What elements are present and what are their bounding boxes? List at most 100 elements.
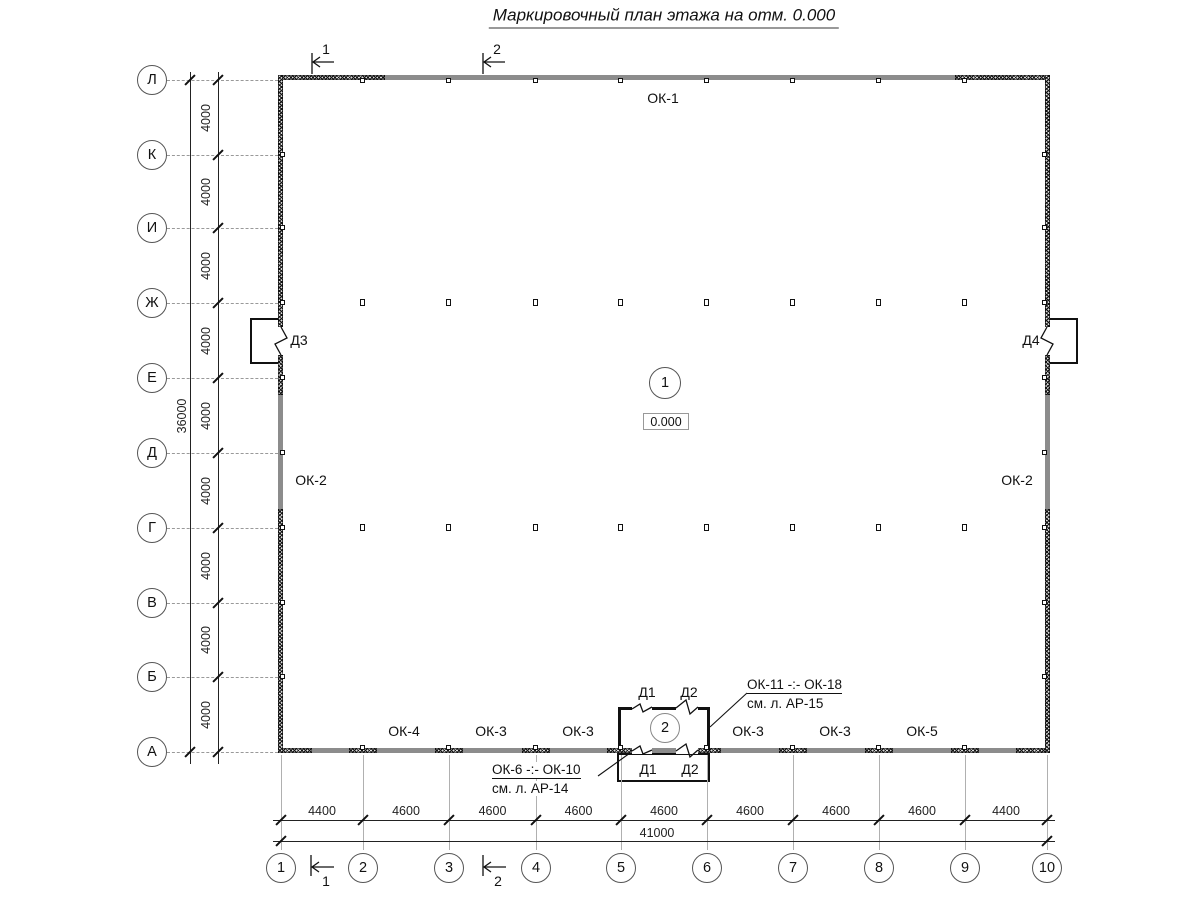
- grid-row-bubble-Б: Б: [137, 662, 167, 692]
- dim-col-span: 4400: [308, 804, 336, 818]
- window-label-bottom: ОК-4: [388, 723, 420, 739]
- interior-column: [446, 299, 451, 306]
- wall-hatch: [1045, 509, 1050, 753]
- wall-hatch: [951, 748, 979, 753]
- dim-col-span: 4600: [822, 804, 850, 818]
- door-label-d2-top: Д2: [680, 684, 698, 700]
- grid-col-bubble-3: 3: [434, 853, 464, 883]
- pilaster: [280, 152, 285, 157]
- dim-row-span: 4000: [199, 326, 213, 355]
- wall-right: [1045, 75, 1050, 753]
- pilaster: [533, 745, 538, 750]
- wall-hatch: [1045, 355, 1050, 395]
- pilaster: [280, 225, 285, 230]
- section-mark-2-top: 2: [493, 41, 501, 57]
- dim-row-span: 4000: [199, 401, 213, 430]
- wall-hatch: [522, 748, 550, 753]
- grid-axis-line: [167, 752, 278, 753]
- dim-line-bottom-chain: [273, 820, 1055, 821]
- interior-column: [876, 524, 881, 531]
- window-label-bottom: ОК-5: [906, 723, 938, 739]
- wall-hatch: [435, 748, 463, 753]
- grid-col-bubble-10: 10: [1032, 853, 1062, 883]
- grid-col-bubble-2: 2: [348, 853, 378, 883]
- dim-col-span: 4600: [478, 804, 507, 818]
- vestibule-wall-right: [707, 707, 710, 750]
- dim-row-span: 4000: [199, 476, 213, 505]
- door-label-d1-bottom: Д1: [639, 761, 657, 777]
- wall-hatch: [278, 509, 283, 753]
- pilaster: [446, 78, 451, 83]
- section-mark-1-bottom: 1: [322, 873, 330, 889]
- vestibule-wall-left: [618, 707, 621, 750]
- grid-extension-line: [536, 755, 537, 850]
- grid-extension-line: [363, 755, 364, 850]
- window-label-ok2-left: ОК-2: [295, 472, 327, 488]
- interior-column: [704, 299, 709, 306]
- vestibule-number-badge: 2: [650, 713, 680, 743]
- grid-row-bubble-В: В: [137, 588, 167, 618]
- dim-line-bottom-total: [273, 841, 1055, 842]
- pilaster: [704, 745, 709, 750]
- wall-hatch: [693, 748, 721, 753]
- interior-column: [790, 524, 795, 531]
- grid-axis-line: [167, 303, 278, 304]
- interior-column: [533, 299, 538, 306]
- door-opening-d3: [276, 327, 285, 355]
- interior-column: [790, 299, 795, 306]
- dim-col-span: 4600: [908, 804, 936, 818]
- grid-extension-line: [621, 755, 622, 850]
- grid-axis-line: [167, 80, 278, 81]
- dim-row-span: 4000: [199, 103, 213, 132]
- wall-hatch: [1045, 75, 1050, 327]
- pilaster: [962, 78, 967, 83]
- dim-col-span: 4600: [736, 804, 764, 818]
- interior-column: [618, 299, 623, 306]
- door-opening-d1: [632, 747, 652, 754]
- grid-col-bubble-8: 8: [864, 853, 894, 883]
- grid-col-bubble-7: 7: [778, 853, 808, 883]
- vestibule-wall-top: [618, 707, 632, 710]
- pilaster: [704, 78, 709, 83]
- pilaster: [1042, 152, 1047, 157]
- pilaster: [533, 78, 538, 83]
- interior-column: [704, 524, 709, 531]
- pilaster: [618, 745, 623, 750]
- room-number: 1: [660, 375, 670, 391]
- wall-hatch: [607, 748, 635, 753]
- grid-row-bubble-И: И: [137, 213, 167, 243]
- grid-axis-line: [167, 603, 278, 604]
- wall-top: [278, 75, 1050, 80]
- wall-hatch: [349, 748, 377, 753]
- vestibule-wall-top: [698, 707, 710, 710]
- door-label-d1-top: Д1: [638, 684, 656, 700]
- grid-row-bubble-А: А: [137, 737, 167, 767]
- pilaster: [618, 78, 623, 83]
- interior-column: [618, 524, 623, 531]
- dim-col-span: 4600: [650, 804, 678, 818]
- pilaster: [1042, 450, 1047, 455]
- door-label-d3: Д3: [290, 332, 308, 348]
- door-opening-d4: [1043, 327, 1052, 355]
- grid-extension-line: [281, 755, 282, 850]
- dim-total-left: 36000: [175, 398, 189, 434]
- pilaster: [360, 78, 365, 83]
- section-mark-2-bottom: 2: [494, 873, 502, 889]
- wall-hatch: [1016, 748, 1050, 753]
- wall-left: [278, 75, 283, 753]
- grid-row-bubble-К: К: [137, 140, 167, 170]
- grid-axis-line: [167, 378, 278, 379]
- drawing-title: Маркировочный план этажа на отм. 0.000: [488, 6, 840, 29]
- pilaster: [446, 745, 451, 750]
- grid-extension-line: [793, 755, 794, 850]
- wall-hatch: [278, 75, 385, 80]
- pilaster: [876, 745, 881, 750]
- interior-column: [962, 524, 967, 531]
- grid-extension-line: [879, 755, 880, 850]
- note-right-line1: ОК-11 -:- ОК-18: [747, 677, 842, 694]
- dim-row-span: 4000: [199, 251, 213, 280]
- pilaster: [280, 674, 285, 679]
- grid-row-bubble-Ж: Ж: [137, 288, 167, 318]
